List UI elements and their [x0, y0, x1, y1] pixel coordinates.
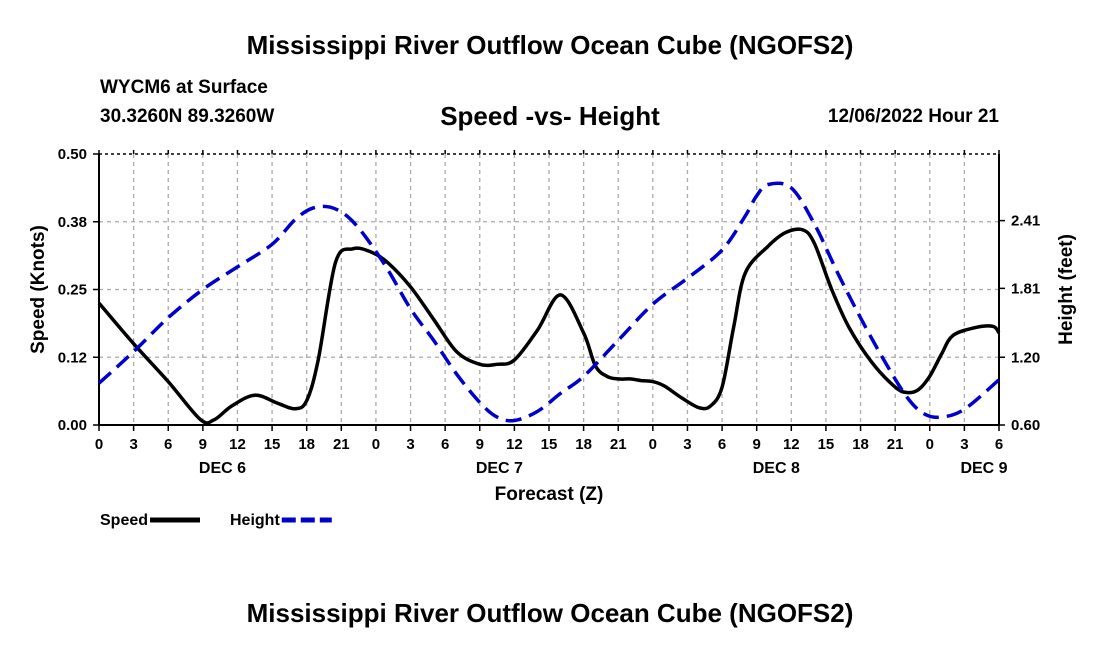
x-tick-label: 18: [298, 436, 315, 453]
y-tick-label-left: 0.38: [58, 214, 87, 231]
x-tick-label: 15: [818, 436, 835, 453]
y-tick-label-right: 1.20: [1011, 349, 1040, 366]
axis-layer: [93, 150, 1005, 431]
x-tick-label: 12: [783, 436, 800, 453]
x-tick-label: 12: [229, 436, 246, 453]
y-axis-title-right: Height (feet): [1056, 234, 1077, 345]
x-tick-label: 6: [995, 436, 1003, 453]
x-tick-label: 15: [264, 436, 281, 453]
x-tick-label: 21: [333, 436, 350, 453]
grid-layer: [99, 154, 999, 425]
chart-title: Speed -vs- Height: [440, 101, 660, 131]
day-label: DEC 8: [753, 460, 800, 477]
x-tick-label: 3: [129, 436, 137, 453]
x-tick-label: 6: [441, 436, 449, 453]
x-tick-label: 12: [506, 436, 523, 453]
x-tick-label: 6: [718, 436, 726, 453]
y-tick-label-right: 1.81: [1011, 280, 1040, 297]
x-tick-label: 9: [753, 436, 761, 453]
x-tick-label: 21: [610, 436, 627, 453]
legend-label-height: Height: [230, 512, 280, 529]
label-layer: 0 3 6 9 12 15 18 21 0 3 6 9 12 15 18 21 0 3 6 9 12 15 18 21 0 3 60…: [28, 146, 1077, 505]
x-tick-label: 9: [476, 436, 484, 453]
x-tick-label: 18: [575, 436, 592, 453]
y-tick-label-right: 0.60: [1011, 417, 1040, 434]
station-coordinates: 30.3260N 89.3260W: [100, 106, 275, 127]
x-tick-label: 18: [852, 436, 869, 453]
station-label: WYCM6 at Surface: [100, 77, 268, 98]
legend-label-speed: Speed: [100, 512, 148, 529]
x-tick-label: 0: [372, 436, 380, 453]
x-axis-title: Forecast (Z): [495, 484, 604, 505]
y-axis-title-left: Speed (Knots): [28, 225, 49, 354]
main-title: Mississippi River Outflow Ocean Cube (NG…: [246, 30, 854, 60]
speed-series-line: [97, 227, 1001, 425]
x-tick-label: 3: [406, 436, 414, 453]
x-tick-label: 0: [649, 436, 657, 453]
y-tick-label-left: 0.12: [58, 349, 87, 366]
footer-title: Mississippi River Outflow Ocean Cube (NG…: [246, 598, 854, 628]
x-tick-label: 6: [164, 436, 172, 453]
x-tick-label: 3: [683, 436, 691, 453]
day-label: DEC 9: [960, 460, 1007, 477]
forecast-datetime: 12/06/2022 Hour 21: [827, 106, 999, 127]
x-tick-label: 0: [926, 436, 934, 453]
height-series-line: [97, 181, 1001, 423]
series-layer: [97, 181, 1001, 425]
x-tick-label: 21: [887, 436, 904, 453]
y-tick-label-left: 0.25: [58, 282, 87, 299]
x-tick-label: 3: [960, 436, 968, 453]
x-tick-label: 15: [541, 436, 558, 453]
legend: Speed Height: [100, 512, 332, 529]
x-tick-label: 0: [95, 436, 103, 453]
y-tick-label-right: 2.41: [1011, 213, 1040, 230]
day-label: DEC 7: [476, 460, 523, 477]
day-label: DEC 6: [199, 460, 246, 477]
y-tick-label-left: 0.00: [58, 417, 87, 434]
x-tick-label: 9: [199, 436, 207, 453]
y-tick-label-left: 0.50: [58, 146, 87, 163]
